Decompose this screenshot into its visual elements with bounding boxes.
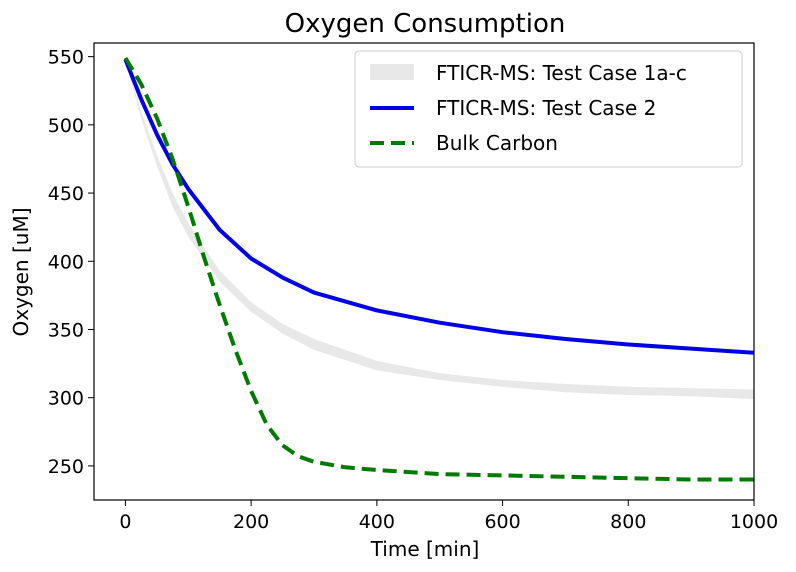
legend-label-bulk-carbon: Bulk Carbon — [436, 131, 558, 155]
x-tick-label: 0 — [119, 511, 131, 533]
legend: FTICR-MS: Test Case 1a-c FTICR-MS: Test … — [354, 50, 743, 168]
legend-label-test-case-2: FTICR-MS: Test Case 2 — [436, 96, 656, 120]
y-tick-label: 250 — [48, 456, 84, 478]
x-axis-ticks: 0 200 400 600 800 1000 — [119, 500, 778, 533]
y-tick-label: 350 — [48, 319, 84, 341]
y-tick-label: 500 — [48, 115, 84, 137]
series-line-bulk-carbon — [123, 56, 754, 482]
series-line-fticr-ms-test-case-2 — [123, 58, 754, 355]
x-tick-label: 800 — [610, 511, 646, 533]
y-tick-label: 550 — [48, 47, 84, 69]
x-axis-label: Time [min] — [370, 537, 480, 561]
plot-area — [123, 56, 754, 482]
y-axis-ticks: 250 300 350 400 450 500 550 — [48, 47, 94, 478]
legend-swatch-band — [370, 64, 414, 80]
y-axis-label: Oxygen [uM] — [9, 208, 33, 337]
y-tick-label: 400 — [48, 251, 84, 273]
series-layer — [123, 56, 754, 482]
x-tick-label: 200 — [233, 511, 269, 533]
x-tick-label: 400 — [359, 511, 395, 533]
legend-label-test-case-1: FTICR-MS: Test Case 1a-c — [436, 61, 687, 85]
y-tick-label: 450 — [48, 183, 84, 205]
chart-title: Oxygen Consumption — [285, 9, 566, 39]
legend-frame — [354, 50, 743, 168]
plot-frame — [93, 42, 755, 501]
y-tick-label: 300 — [48, 388, 84, 410]
x-tick-label: 1000 — [730, 511, 778, 533]
x-tick-label: 600 — [484, 511, 520, 533]
